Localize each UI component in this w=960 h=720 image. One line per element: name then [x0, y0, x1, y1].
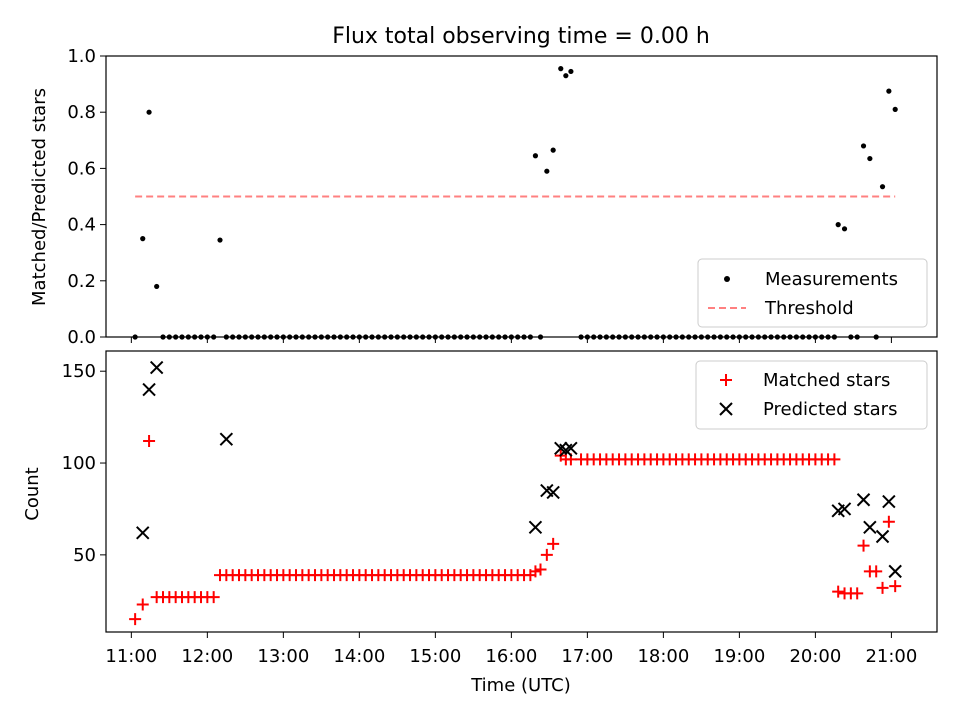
bottom-plot-marks — [129, 360, 902, 626]
x-tick-label: 18:00 — [637, 646, 689, 667]
count-panel: Count Time (UTC) 50 100 150 11:00 12:00 13:00… — [22, 350, 938, 696]
predicted-star-point — [875, 529, 890, 544]
matched-star-point — [143, 434, 156, 447]
measurement-point — [146, 109, 152, 115]
bottom-legend: Matched stars Predicted stars — [695, 360, 928, 430]
measurement-point — [886, 88, 892, 94]
matched-star-point — [547, 537, 560, 550]
matched-star-point — [832, 585, 845, 598]
measurement-point — [154, 283, 160, 290]
legend-matched-label: Matched stars — [763, 370, 890, 391]
predicted-star-point — [882, 494, 896, 509]
predicted-star-point — [149, 360, 164, 375]
measurement-point — [867, 155, 873, 162]
matched-star-point — [857, 539, 870, 552]
bottom-y-tick-label: 150 — [62, 361, 96, 382]
x-tick-label: 19:00 — [713, 646, 765, 667]
legend-matched-marker — [720, 374, 732, 386]
predicted-star-point — [863, 520, 877, 535]
bottom-y-tick-label: 100 — [62, 453, 96, 474]
legend-predicted-label: Predicted stars — [763, 399, 897, 420]
x-tick-label: 11:00 — [105, 646, 157, 667]
matched-star-point — [882, 515, 895, 528]
matched-star-point — [136, 598, 149, 611]
top-y-tick-label: 0.0 — [67, 327, 96, 348]
measurement-point — [563, 73, 569, 79]
measurement-point — [835, 222, 841, 228]
predicted-star-point — [219, 432, 234, 446]
predicted-star-point — [888, 564, 902, 579]
matched-star-point — [529, 565, 542, 578]
predicted-star-point — [564, 441, 578, 456]
matched-star-point — [851, 587, 864, 600]
matched-star-point — [889, 580, 902, 593]
top-y-tick-label: 0.2 — [67, 271, 96, 292]
measurement-point — [841, 226, 848, 232]
legend-measurements-marker — [724, 276, 730, 282]
x-tick-label: 15:00 — [409, 646, 461, 667]
bottom-plot-frame — [105, 350, 938, 633]
matched-star-point — [876, 581, 889, 594]
ratio-panel: Flux total observing time = 0.00 h Match… — [29, 24, 938, 348]
measurement-point — [879, 184, 886, 190]
bottom-ticks: 50 100 150 11:00 12:00 13:00 14:00 15:00 16:00 17… — [62, 361, 918, 667]
measurement-point — [558, 66, 564, 72]
chart-title: Flux total observing time = 0.00 h — [332, 24, 710, 49]
matched-star-point — [828, 453, 841, 466]
bottom-legend-box — [695, 360, 928, 430]
matched-star-point — [870, 565, 883, 578]
x-tick-label: 13:00 — [257, 646, 309, 667]
legend-measurements-label: Measurements — [765, 269, 898, 290]
top-y-tick-label: 1.0 — [67, 46, 96, 67]
matched-star-point — [540, 548, 553, 561]
top-plot-frame — [105, 55, 938, 338]
x-tick-label: 14:00 — [333, 646, 385, 667]
measurement-point — [892, 106, 898, 112]
top-legend-box — [697, 258, 928, 328]
legend-threshold-label: Threshold — [764, 298, 854, 319]
x-tick-label: 16:00 — [485, 646, 537, 667]
x-tick-label: 20:00 — [789, 646, 841, 667]
predicted-star-point — [136, 526, 150, 540]
x-axis-label: Time (UTC) — [470, 675, 571, 696]
measurement-point — [532, 153, 539, 159]
matched-star-point — [207, 591, 220, 604]
x-tick-label: 12:00 — [181, 646, 233, 667]
bottom-y-tick-label: 50 — [73, 545, 96, 566]
predicted-star-point — [837, 502, 852, 516]
predicted-star-point — [528, 520, 543, 535]
matched-star-point — [534, 563, 547, 576]
top-y-axis-label: Matched/Predicted stars — [29, 88, 50, 306]
measurement-point — [860, 143, 867, 149]
top-y-tick-label: 0.6 — [67, 158, 96, 179]
measurement-point — [550, 147, 556, 153]
measurement-point — [140, 236, 146, 242]
top-legend: Measurements Threshold — [697, 258, 928, 328]
predicted-star-point — [142, 382, 156, 397]
x-tick-label: 17:00 — [561, 646, 613, 667]
predicted-star-point — [856, 493, 871, 507]
top-y-tick-label: 0.8 — [67, 102, 96, 123]
x-tick-label: 21:00 — [865, 646, 917, 667]
measurement-point — [544, 168, 550, 174]
bottom-y-axis-label: Count — [22, 467, 43, 520]
top-y-tick-label: 0.4 — [67, 215, 96, 236]
measurement-point — [568, 68, 574, 75]
matched-star-point — [129, 613, 142, 626]
measurement-point — [217, 237, 223, 243]
predicted-star-point — [546, 485, 560, 500]
legend-predicted-marker — [719, 402, 733, 416]
